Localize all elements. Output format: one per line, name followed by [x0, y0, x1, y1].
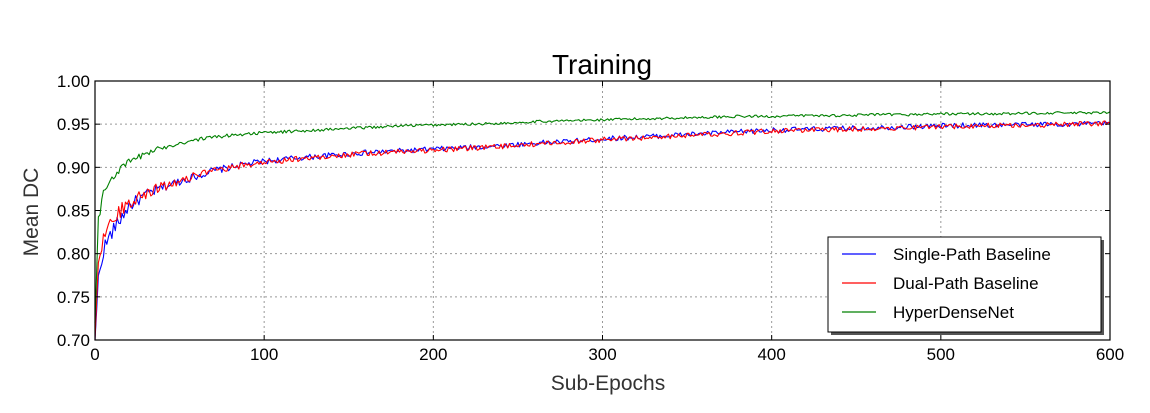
- ticks: 0 100 200 300 400 500 600 0.70 0.75 0.80 0.85 0.90 0…: [57, 72, 1124, 364]
- y-tick-label: 0.70: [57, 331, 90, 350]
- y-axis-label: Mean DC: [20, 168, 43, 257]
- x-tick-label: 100: [250, 345, 278, 364]
- y-tick-label: 0.90: [57, 158, 90, 177]
- x-tick-label: 500: [927, 345, 955, 364]
- x-tick-label: 300: [588, 345, 616, 364]
- chart-title: Training: [552, 49, 652, 80]
- series-line-2: [94, 111, 1111, 323]
- legend-box: [827, 236, 1102, 333]
- x-tick-label: 0: [90, 345, 99, 364]
- x-tick-label: 600: [1096, 345, 1124, 364]
- y-tick-label: 0.85: [57, 202, 90, 221]
- legend-label: Single-Path Baseline: [893, 245, 1051, 264]
- x-tick-label: 200: [419, 345, 447, 364]
- y-tick-label: 0.75: [57, 288, 90, 307]
- x-axis-label: Sub-Epochs: [551, 372, 665, 395]
- series-line-1: [94, 120, 1111, 341]
- y-tick-label: 0.80: [57, 245, 90, 264]
- y-tick-label: 0.95: [57, 115, 90, 134]
- legend-label: HyperDenseNet: [893, 303, 1014, 322]
- legend: Single-Path Baseline Dual-Path Baseline Hy…: [827, 236, 1104, 335]
- legend-label: Dual-Path Baseline: [893, 274, 1039, 293]
- x-tick-label: 400: [757, 345, 785, 364]
- series-lines: [94, 111, 1111, 341]
- y-tick-label: 1.00: [57, 72, 90, 91]
